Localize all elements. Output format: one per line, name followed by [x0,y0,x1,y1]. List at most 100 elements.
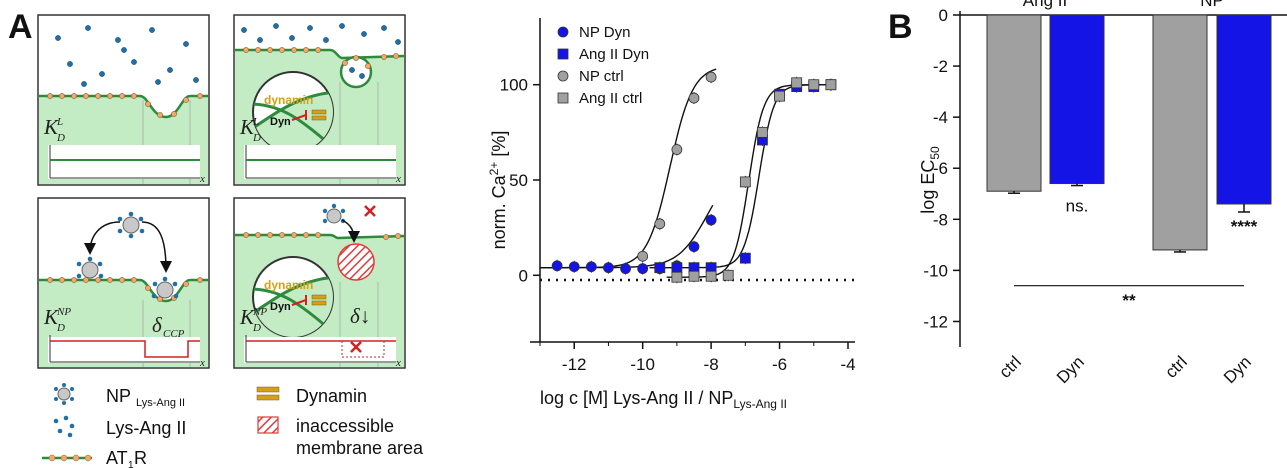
category-label: Dyn [1220,352,1255,387]
data-point [654,262,666,274]
y-axis-title: norm. Ca2+ [%] [487,131,509,250]
bar [1216,14,1272,205]
schematic-box-kd-l-dyn: dynamin Dyn K D L x [233,14,406,186]
svg-text:x: x [395,173,401,185]
svg-text:norm. Ca2+ [%]: norm. Ca2+ [%] [487,131,509,250]
lys-ang-dots [241,23,401,79]
svg-text:D: D [252,322,261,334]
svg-text:dynamin: dynamin [264,278,313,292]
panel-letter-b: B [888,8,913,46]
data-point [791,77,803,89]
category-label: Dyn [1053,352,1088,387]
svg-text:x: x [199,173,205,185]
lys-ang-dots [55,25,199,87]
x-tick-label: -6 [772,355,787,374]
data-point [808,79,820,91]
group-label: NP [1200,0,1224,10]
svg-text:inaccessible: inaccessible [296,416,394,436]
legend-label: Ang II Dyn [579,46,649,63]
svg-text:AT: AT [106,448,128,468]
nanoparticle-icon [76,256,104,279]
y-tick-label: -6 [933,159,948,178]
x-axis-title: log c [M] Lys-Ang II / NPLys-Ang II [540,388,787,411]
fit-curve [540,204,714,269]
data-point [705,71,717,83]
data-point [637,250,649,262]
data-point [774,90,785,102]
chart-legend: NP Dyn Ang II Dyn NP ctrl Ang II ctrl [557,24,649,107]
x-tick-label: -4 [840,355,855,374]
legend-marker [557,70,569,82]
svg-text:Lys-Ang II: Lys-Ang II [106,418,186,438]
x-tick-label: -8 [704,355,719,374]
legend-marker [557,26,569,38]
legend-marker [557,48,569,60]
inaccessible-key-icon [257,416,279,434]
svg-text:NP: NP [106,386,131,406]
y-tick-label: -4 [933,108,948,127]
svg-text:D: D [252,132,261,144]
svg-text:1: 1 [128,460,134,468]
y-tick-label: 100 [500,76,528,95]
svg-text:D: D [56,322,65,334]
svg-text:Dynamin: Dynamin [296,386,367,406]
y-tick-label: -10 [923,261,948,280]
data-point [568,261,580,273]
svg-text:NP: NP [252,306,267,318]
svg-text:R: R [134,448,147,468]
y-tick-label: -8 [933,210,948,229]
svg-text:x: x [199,357,205,369]
lys-ang-key-icon [53,415,75,438]
y-tick-label: 0 [939,6,948,25]
data-point [603,262,614,274]
svg-text:K: K [239,305,255,329]
schematic-key: NP Lys-Ang II Lys-Ang II AT 1 R Dynamin … [42,383,424,468]
red-cross-icon [350,341,362,353]
svg-text:x: x [395,357,401,369]
category-label: ctrl [995,352,1024,381]
x-tick-label: -12 [562,355,587,374]
y-tick-label: 0 [519,266,528,285]
receptor-row [243,47,399,69]
delta-down-label: δ↓ [350,304,370,328]
svg-text:K: K [239,115,255,139]
svg-text:Lys-Ang II: Lys-Ang II [136,397,185,409]
y-tick-label: -12 [923,312,948,331]
data-point [688,92,700,104]
group-label: Ang II [1023,0,1067,10]
bar [1152,14,1208,251]
data-point [739,252,751,264]
data-point [671,144,683,155]
legend-marker [557,92,569,104]
data-point [705,270,717,282]
dyn-inhibitor-label: Dyn [270,116,291,128]
at1r-key-icon [42,454,92,462]
svg-text:membrane area: membrane area [296,438,424,458]
dynamin-zoom-circle: dynamin Dyn [252,256,334,338]
receptor-row [47,93,203,118]
significance-stars: ** [1122,291,1136,310]
legend-label: NP Dyn [579,24,630,41]
legend-label: Ang II ctrl [579,90,642,107]
svg-text:NP: NP [56,306,71,318]
panel-letter-a: A [8,8,33,46]
y-axis-title: log EC50 [918,146,942,214]
nanoparticle-icon [322,203,346,224]
red-cross-icon [364,205,376,217]
nanoparticle-key-icon [54,383,74,405]
data-point [671,271,683,283]
svg-text:L: L [252,116,259,128]
dynamin-key-icon [256,386,280,401]
bar [986,14,1042,192]
data-point [688,241,700,253]
schematic-box-kd-l: K D L x [37,14,210,186]
data-point [551,260,563,272]
dose-response-chart: -12 -10 -8 -6 -4 0 50 100 NP Dyn Ang II Dyn NP ct… [487,18,856,411]
category-label: ctrl [1161,352,1190,381]
kd-label: K [43,115,59,139]
data-point [825,79,837,91]
bar [1049,14,1105,185]
schematic-box-kd-np-dyn: dynamin Dyn K D NP δ↓ x [233,197,406,369]
dynamin-label: dynamin [264,93,313,107]
svg-text:log EC50: log EC50 [918,146,942,214]
